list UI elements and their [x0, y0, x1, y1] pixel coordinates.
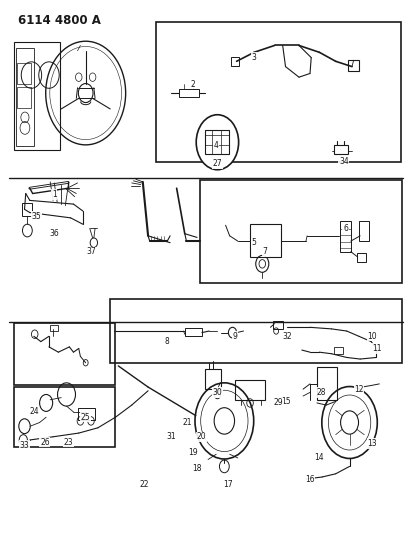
Bar [205, 130, 229, 155]
Circle shape [196, 115, 239, 169]
Text: 29: 29 [274, 399, 283, 407]
Bar [156, 22, 401, 162]
Text: 8: 8 [165, 337, 170, 346]
Text: 5: 5 [252, 238, 257, 247]
Text: 17: 17 [224, 480, 233, 489]
Text: 23: 23 [63, 438, 73, 447]
Text: 28: 28 [316, 388, 326, 397]
Bar [357, 253, 366, 262]
Text: 21: 21 [183, 418, 192, 427]
Bar [200, 180, 402, 284]
Text: 27: 27 [213, 159, 222, 168]
Text: 15: 15 [281, 397, 290, 406]
Bar [205, 369, 221, 389]
Bar [335, 348, 344, 354]
Bar [77, 408, 95, 420]
Text: 7: 7 [263, 247, 267, 256]
Text: 9: 9 [233, 332, 238, 341]
Text: 22: 22 [139, 480, 149, 489]
Bar [14, 386, 115, 447]
Text: 4: 4 [214, 141, 219, 150]
Text: 18: 18 [192, 464, 202, 473]
Text: 33: 33 [20, 441, 29, 450]
Bar [335, 145, 347, 155]
Bar [17, 87, 31, 108]
Text: 19: 19 [188, 448, 198, 457]
Bar [50, 325, 58, 331]
Text: 37: 37 [86, 247, 96, 256]
Bar [17, 63, 31, 84]
Text: 10: 10 [368, 332, 377, 341]
Text: 24: 24 [29, 407, 39, 416]
Text: 34: 34 [339, 157, 349, 166]
Text: 30: 30 [213, 388, 222, 397]
Bar [14, 42, 61, 150]
Text: 6: 6 [343, 224, 348, 233]
Bar [317, 367, 337, 400]
Text: 14: 14 [315, 454, 324, 463]
Bar [14, 323, 115, 385]
Bar [348, 60, 359, 71]
Text: 32: 32 [282, 332, 292, 341]
Text: 26: 26 [40, 438, 50, 447]
Text: 12: 12 [354, 385, 364, 394]
Bar [180, 89, 199, 98]
Text: 35: 35 [32, 212, 42, 221]
Bar [185, 328, 202, 336]
Bar [16, 48, 34, 146]
Bar [231, 57, 239, 66]
Text: 16: 16 [305, 474, 315, 483]
Bar [273, 321, 283, 329]
Bar [250, 224, 281, 257]
Text: 20: 20 [196, 432, 206, 441]
Bar [359, 221, 369, 241]
Text: 3: 3 [252, 53, 257, 62]
Text: 36: 36 [49, 229, 59, 238]
Bar [110, 300, 402, 363]
Bar [22, 203, 32, 216]
Text: 13: 13 [368, 439, 377, 448]
Bar [235, 379, 265, 400]
Text: 6114 4800 A: 6114 4800 A [18, 14, 101, 27]
Text: 1: 1 [52, 190, 57, 199]
Text: 31: 31 [166, 432, 176, 441]
Text: 11: 11 [372, 344, 381, 353]
Bar [340, 221, 351, 252]
Text: 25: 25 [81, 413, 91, 422]
Text: 2: 2 [191, 79, 195, 88]
